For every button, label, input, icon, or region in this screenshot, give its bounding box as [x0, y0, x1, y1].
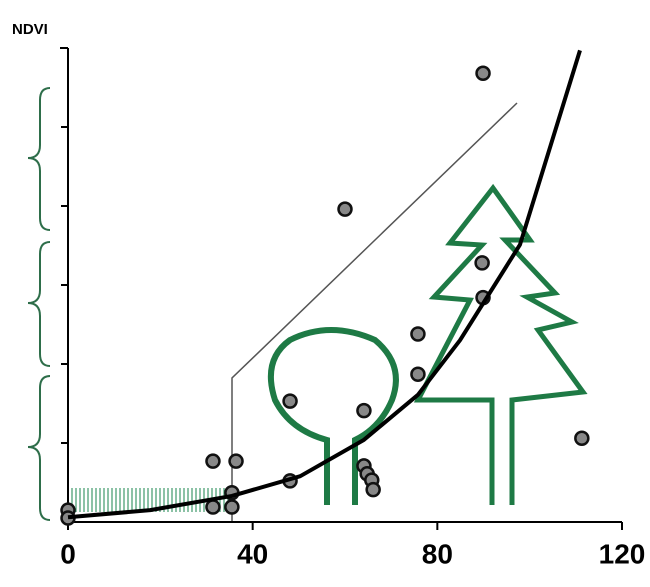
braces [27, 87, 51, 521]
fit-curve [67, 49, 582, 520]
data-point [224, 499, 240, 515]
data-point [228, 453, 244, 469]
data-point [475, 65, 491, 82]
pine-tree [413, 183, 588, 505]
data-point [356, 402, 372, 419]
data-point [410, 326, 426, 342]
x-tick-label: 40 [237, 538, 268, 569]
data-point [337, 201, 353, 217]
x-tick-label: 0 [60, 538, 76, 569]
x-tick-label: 120 [599, 538, 646, 569]
data-point [205, 499, 221, 515]
data-point [474, 255, 490, 271]
chart-title: NDVI [12, 21, 48, 38]
data-point [282, 393, 298, 409]
x-tick-label: 80 [422, 538, 453, 569]
data-point [410, 366, 426, 383]
data-point [574, 430, 590, 447]
deciduous-tree [267, 327, 399, 505]
data-point [205, 453, 221, 469]
envelope-line [231, 102, 518, 522]
data-point [365, 481, 381, 498]
